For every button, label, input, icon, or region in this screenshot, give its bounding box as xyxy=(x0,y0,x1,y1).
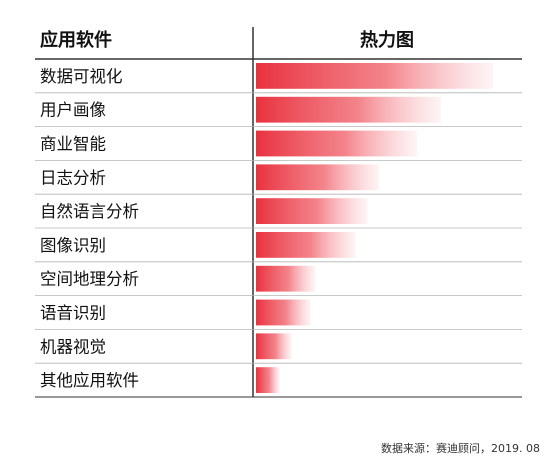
heat-bar-chart: 应用软件 热力图 数据可视化用户画像商业智能日志分析自然语言分析图像识别空间地理… xyxy=(35,27,522,398)
category-label: 自然语言分析 xyxy=(40,202,139,221)
column-header-software: 应用软件 xyxy=(40,29,112,51)
heat-bar xyxy=(256,96,441,123)
heat-bar xyxy=(256,299,311,326)
category-label: 日志分析 xyxy=(40,168,106,187)
category-label: 机器视觉 xyxy=(40,337,106,356)
category-label: 其他应用软件 xyxy=(40,371,139,390)
heat-bar xyxy=(256,232,356,258)
heat-bar xyxy=(256,265,316,292)
category-label: 图像识别 xyxy=(40,236,106,255)
category-label: 商业智能 xyxy=(40,135,106,154)
category-label: 用户画像 xyxy=(40,101,106,120)
column-header-heatmap: 热力图 xyxy=(360,29,414,51)
heat-bar xyxy=(256,367,280,393)
category-label: 数据可视化 xyxy=(40,67,123,86)
heat-bar xyxy=(256,130,418,157)
rows: 数据可视化用户画像商业智能日志分析自然语言分析图像识别空间地理分析语音识别机器视… xyxy=(35,63,522,393)
heat-bar xyxy=(256,198,368,224)
category-label: 语音识别 xyxy=(40,304,106,323)
heat-bar xyxy=(256,164,380,191)
heat-bar xyxy=(256,63,493,89)
source-note: 数据来源：赛迪顾问，2019. 08 xyxy=(381,442,540,455)
heat-bar xyxy=(256,333,292,360)
category-label: 空间地理分析 xyxy=(40,270,139,289)
